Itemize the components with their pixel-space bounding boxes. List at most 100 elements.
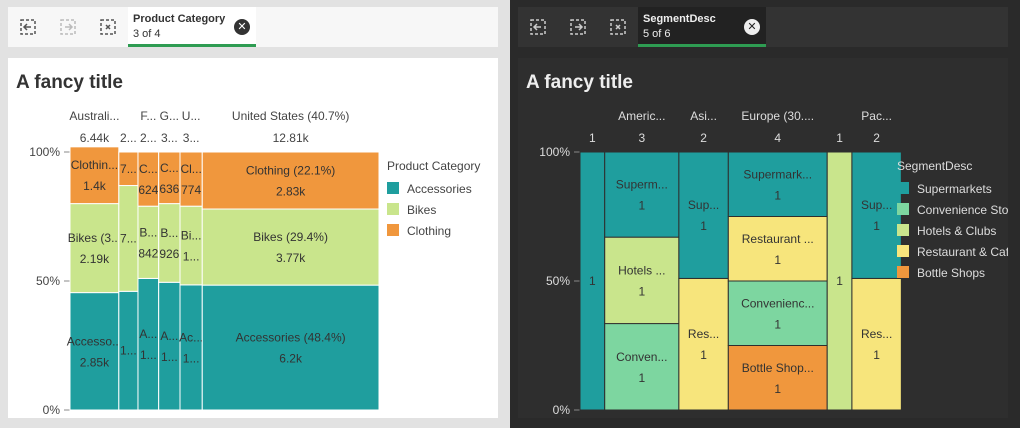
- selection-pill-product-category[interactable]: Product Category 3 of 4 ✕: [128, 7, 256, 47]
- legend-item[interactable]: Bottle Shops: [917, 266, 985, 280]
- y-tick-label: 100%: [29, 145, 60, 159]
- segment-value: 1...: [161, 350, 178, 364]
- mekko-segment[interactable]: [158, 203, 181, 283]
- legend-swatch: [387, 224, 399, 236]
- mekko-segment[interactable]: [851, 151, 902, 279]
- mekko-segment[interactable]: [678, 277, 729, 411]
- selection-field-title: SegmentDesc: [643, 13, 716, 25]
- mekko-segment[interactable]: [201, 208, 380, 286]
- selection-progress-bar: [638, 44, 766, 47]
- close-icon: ✕: [237, 20, 247, 33]
- legend-swatch: [897, 224, 909, 236]
- legend-item[interactable]: Restaurant & Cafes: [917, 245, 1008, 259]
- segment-label: Bi...: [181, 229, 202, 243]
- step-forward-button[interactable]: [48, 7, 88, 47]
- mekko-segment[interactable]: [137, 151, 160, 207]
- column-label: Australi...: [69, 109, 119, 123]
- chart-panel: A fancy title 100% 50% 0% Australi... 6.44k A…: [8, 58, 498, 418]
- legend-item[interactable]: Accessories: [407, 182, 472, 196]
- selection-count: 5 of 6: [643, 28, 671, 40]
- legend-item[interactable]: Bikes: [407, 203, 436, 217]
- step-forward-icon: [60, 19, 76, 35]
- segment-label: Bikes (3...: [68, 231, 121, 245]
- legend-item[interactable]: Hotels & Clubs: [917, 224, 996, 238]
- segment-value: 1: [638, 199, 645, 213]
- mekko-chart[interactable]: 100% 50% 0% 1 1 Americ... 3 Conven... 1 Hotels ..…: [518, 58, 1008, 418]
- segment-label: Hotels ...: [618, 263, 665, 277]
- segment-label: Res...: [688, 327, 719, 341]
- mekko-segment[interactable]: [727, 151, 828, 217]
- segment-label: Cl...: [180, 162, 201, 176]
- mekko-segment[interactable]: [179, 151, 203, 207]
- mekko-segment[interactable]: [201, 151, 380, 210]
- y-tick-label: 50%: [546, 274, 570, 288]
- clear-selection-button[interactable]: ✕: [234, 19, 250, 35]
- mekko-segment[interactable]: [851, 277, 902, 411]
- mekko-segment[interactable]: [604, 151, 680, 238]
- step-back-icon: [530, 19, 546, 35]
- legend-item[interactable]: Convenience Stores: [917, 203, 1008, 217]
- mekko-segment[interactable]: [678, 151, 729, 279]
- segment-label: Restaurant ...: [742, 232, 814, 246]
- mekko-segment[interactable]: [727, 345, 828, 411]
- y-tick-label: 100%: [539, 145, 570, 159]
- column-label: U...: [182, 109, 201, 123]
- column-label: G...: [160, 109, 179, 123]
- clear-selection-button[interactable]: ✕: [744, 19, 760, 35]
- step-back-button[interactable]: [518, 7, 558, 47]
- mekko-chart[interactable]: 100% 50% 0% Australi... 6.44k Accesso... 2.85k…: [8, 58, 498, 418]
- selections-toolbar: Product Category 3 of 4 ✕: [8, 7, 498, 47]
- clear-all-button[interactable]: [598, 7, 638, 47]
- segment-label: A...: [160, 329, 178, 343]
- segment-value: 2.19k: [80, 252, 110, 266]
- segment-value: 1: [638, 371, 645, 385]
- legend-item[interactable]: Clothing: [407, 224, 451, 238]
- segment-value: 2.83k: [276, 185, 306, 199]
- mekko-segment[interactable]: [69, 292, 120, 411]
- column-label: Pac...: [861, 109, 892, 123]
- selection-pill-segmentdesc[interactable]: SegmentDesc 5 of 6 ✕: [638, 7, 766, 47]
- segment-label: C...: [139, 162, 158, 176]
- mekko-segment[interactable]: [69, 146, 120, 205]
- mekko-segment[interactable]: [179, 205, 203, 286]
- legend-swatch: [387, 203, 399, 215]
- mekko-segment[interactable]: [137, 277, 160, 411]
- chart-title: A fancy title: [16, 72, 123, 93]
- mekko-segment[interactable]: [604, 236, 680, 325]
- segment-value: 1: [836, 274, 843, 288]
- mekko-segment[interactable]: [604, 323, 680, 411]
- segment-value: 1: [700, 348, 707, 362]
- close-icon: ✕: [747, 20, 757, 33]
- segment-label: Superm...: [616, 178, 668, 192]
- column-total: 4: [774, 131, 781, 145]
- mekko-segment[interactable]: [179, 284, 203, 411]
- mekko-segment[interactable]: [727, 216, 828, 282]
- segment-label: Accesso...: [67, 334, 122, 348]
- segment-value: 1: [774, 188, 781, 202]
- mekko-segment[interactable]: [69, 203, 120, 294]
- step-back-button[interactable]: [8, 7, 48, 47]
- step-forward-icon: [570, 19, 586, 35]
- mekko-segment[interactable]: [201, 284, 380, 411]
- column-total: 1: [589, 131, 596, 145]
- segment-value: 1: [638, 284, 645, 298]
- column-total: 3...: [183, 131, 200, 145]
- segment-label: Bottle Shop...: [742, 361, 814, 375]
- selection-field-title: Product Category: [133, 13, 226, 25]
- mekko-segment[interactable]: [137, 205, 160, 279]
- column-total: 6.44k: [80, 131, 110, 145]
- mekko-segment[interactable]: [158, 281, 181, 411]
- mekko-segment[interactable]: [727, 280, 828, 346]
- clear-all-button[interactable]: [88, 7, 128, 47]
- segment-label: Sup...: [688, 198, 719, 212]
- column-total: 2...: [120, 131, 137, 145]
- legend-item[interactable]: Supermarkets: [917, 182, 992, 196]
- segment-value: 1: [873, 348, 880, 362]
- segment-value: 1: [700, 219, 707, 233]
- segment-label: Convenienc...: [741, 296, 814, 310]
- segment-label: B...: [160, 226, 178, 240]
- segment-value: 1: [589, 274, 596, 288]
- mekko-segment[interactable]: [158, 151, 181, 205]
- step-forward-button[interactable]: [558, 7, 598, 47]
- legend-swatch: [387, 182, 399, 194]
